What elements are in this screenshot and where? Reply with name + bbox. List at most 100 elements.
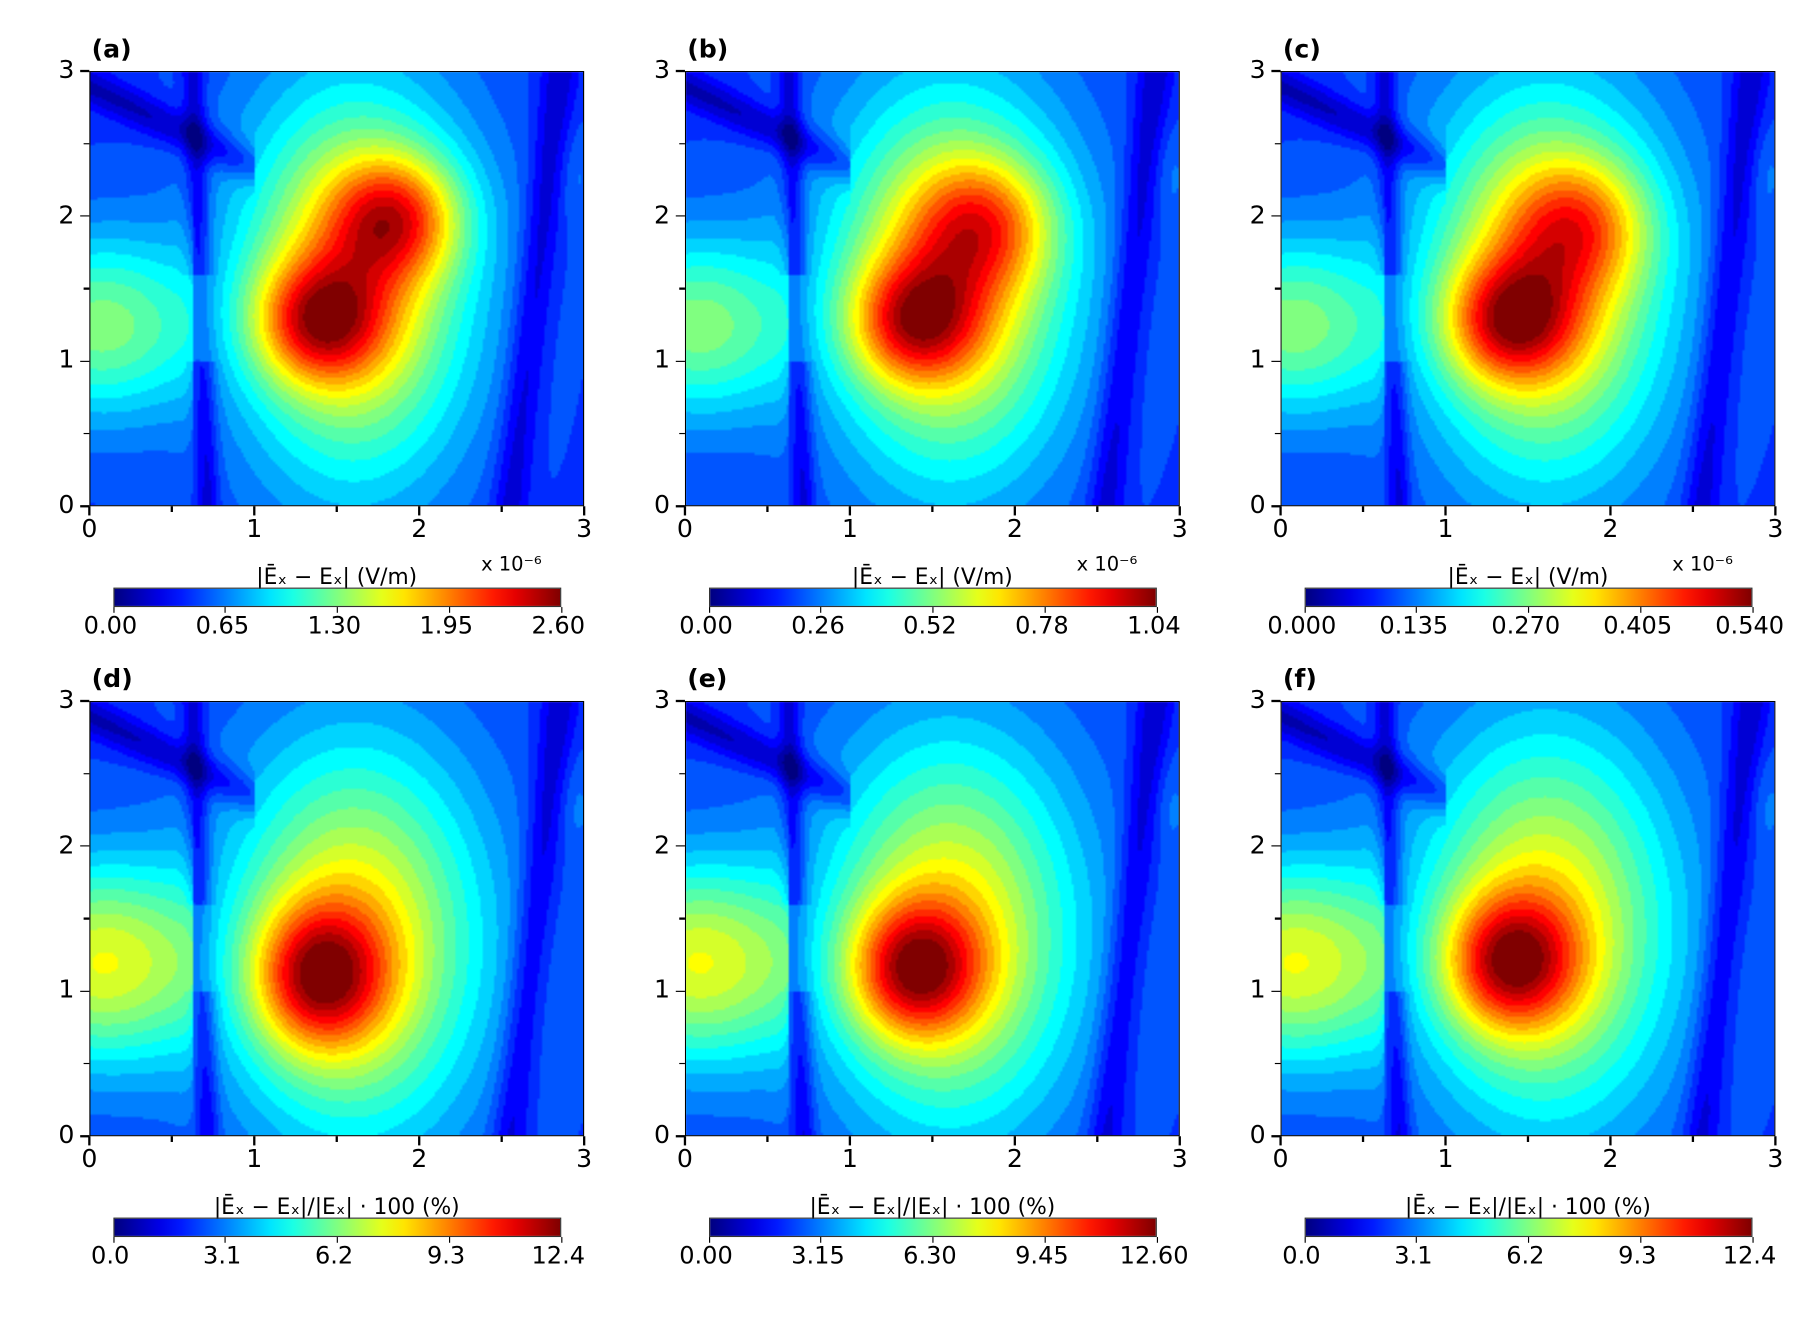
y-tick [1271, 70, 1281, 72]
y-tick [83, 1062, 90, 1065]
colorbar-tick [1639, 1237, 1642, 1243]
panel-label: (a) [91, 35, 132, 65]
y-tick [675, 360, 685, 363]
y-tick [1274, 432, 1281, 435]
x-tick-label: 2 [1006, 1145, 1023, 1175]
y-tick [1274, 772, 1281, 775]
x-tick [500, 506, 503, 512]
colorbar-label: |Ēₓ − Eₓ| (V/m) [256, 564, 418, 590]
y-tick-label: 2 [1249, 201, 1266, 230]
colorbar-tick [112, 607, 114, 613]
colorbar-tick [1156, 607, 1158, 613]
x-tick [1096, 1136, 1099, 1142]
x-tick-label: 2 [1602, 1145, 1619, 1175]
heatmap-canvas [1281, 72, 1775, 506]
x-tick [849, 1136, 851, 1146]
y-tick-label: 1 [1249, 976, 1266, 1005]
colorbar-tick-label: 0.540 [1715, 611, 1785, 640]
heatmap-plot [684, 700, 1180, 1137]
colorbar-tick-label: 0.00 [679, 1241, 733, 1270]
colorbar-tick [1639, 607, 1642, 613]
y-tick-label: 0 [1249, 491, 1266, 521]
x-tick [1609, 506, 1612, 516]
y-tick [80, 1135, 90, 1138]
y-tick-label: 1 [654, 346, 671, 375]
x-tick [170, 1136, 173, 1142]
y-tick [679, 432, 685, 435]
y-tick [83, 142, 90, 145]
y-tick-label: 3 [1249, 56, 1266, 85]
y-tick [80, 700, 90, 702]
x-tick-label: 2 [1006, 515, 1023, 545]
x-tick [1527, 506, 1529, 512]
x-tick [1178, 506, 1181, 516]
x-tick-label: 3 [1171, 1145, 1188, 1175]
colorbar-tick [1527, 1237, 1530, 1243]
x-tick [418, 1136, 421, 1146]
colorbar-tick [112, 1237, 114, 1243]
colorbar-label: |Ēₓ − Eₓ|/|Eₓ| · 100 (%) [213, 1194, 460, 1220]
y-tick-label: 1 [58, 346, 75, 375]
y-tick [80, 845, 90, 847]
colorbar-tick [448, 1237, 450, 1243]
x-tick [253, 506, 256, 516]
colorbar-tick-label: 0.270 [1491, 611, 1561, 640]
colorbar-tick [448, 607, 450, 613]
y-tick [1274, 287, 1281, 290]
y-tick [80, 990, 90, 993]
colorbar-tick [820, 607, 822, 613]
y-tick [80, 360, 90, 363]
x-tick-label: 3 [1767, 515, 1784, 545]
y-tick [1271, 360, 1281, 363]
y-tick-label: 3 [58, 686, 75, 715]
colorbar-tick [336, 607, 338, 613]
colorbar-tick [1044, 607, 1046, 613]
x-tick [766, 506, 769, 512]
colorbar-tick-label: 3.1 [203, 1241, 242, 1270]
x-tick [931, 506, 934, 512]
colorbar-tick [1044, 1237, 1046, 1243]
colorbar-tick [560, 607, 562, 613]
colorbar [1304, 587, 1753, 608]
x-tick [1362, 506, 1364, 512]
heatmap-plot [89, 71, 585, 507]
y-tick [83, 917, 90, 920]
x-tick-label: 1 [246, 1145, 263, 1175]
colorbar-tick-label: 12.4 [531, 1241, 586, 1270]
colorbar-tick [1304, 1237, 1306, 1243]
colorbar-tick-label: 0.000 [1267, 611, 1337, 640]
x-tick [1444, 1136, 1447, 1146]
heatmap-plot [1280, 700, 1776, 1137]
colorbar-label: |Ēₓ − Eₓ|/|Eₓ| · 100 (%) [809, 1194, 1056, 1220]
colorbar-multiplier: x 10⁻⁶ [1672, 553, 1733, 577]
y-tick-label: 2 [58, 201, 75, 230]
x-tick-label: 1 [1437, 515, 1454, 545]
y-tick [1274, 142, 1281, 145]
colorbar-tick [1751, 607, 1754, 613]
panel-a: (a) 0 1 2 3 0 1 2 3 |Ēₓ − Eₓ| (V/m) x 10⁻⁶ 0.00 0.65… [58, 36, 685, 690]
y-tick [1271, 1135, 1281, 1138]
y-tick [83, 772, 90, 775]
colorbar [1304, 1217, 1753, 1238]
y-tick [80, 70, 90, 72]
colorbar-tick-label: 0.52 [903, 611, 957, 640]
x-tick [1362, 1136, 1364, 1142]
panel-b: (b) 0 1 2 3 0 1 2 3 |Ēₓ − Eₓ| (V/m) x 10⁻⁶ 0.00 0.26… [654, 36, 1281, 690]
y-tick-label: 0 [654, 491, 671, 521]
x-tick [1096, 506, 1099, 512]
colorbar [709, 587, 1157, 608]
x-tick [418, 506, 421, 516]
x-tick [500, 1136, 503, 1142]
panel-label: (b) [687, 35, 729, 65]
x-tick-label: 3 [576, 1145, 593, 1175]
heatmap-canvas [90, 702, 584, 1136]
colorbar [709, 1217, 1157, 1238]
y-tick-label: 0 [1249, 1121, 1266, 1150]
colorbar-tick-label: 0.26 [791, 611, 845, 640]
y-tick [83, 287, 90, 290]
y-tick-label: 0 [58, 1121, 75, 1150]
colorbar-label: |Ēₓ − Eₓ| (V/m) [1447, 564, 1609, 590]
colorbar-label: |Ēₓ − Eₓ|/|Eₓ| · 100 (%) [1405, 1194, 1651, 1220]
y-tick-label: 0 [58, 491, 75, 521]
x-tick-label: 0 [81, 1145, 98, 1175]
